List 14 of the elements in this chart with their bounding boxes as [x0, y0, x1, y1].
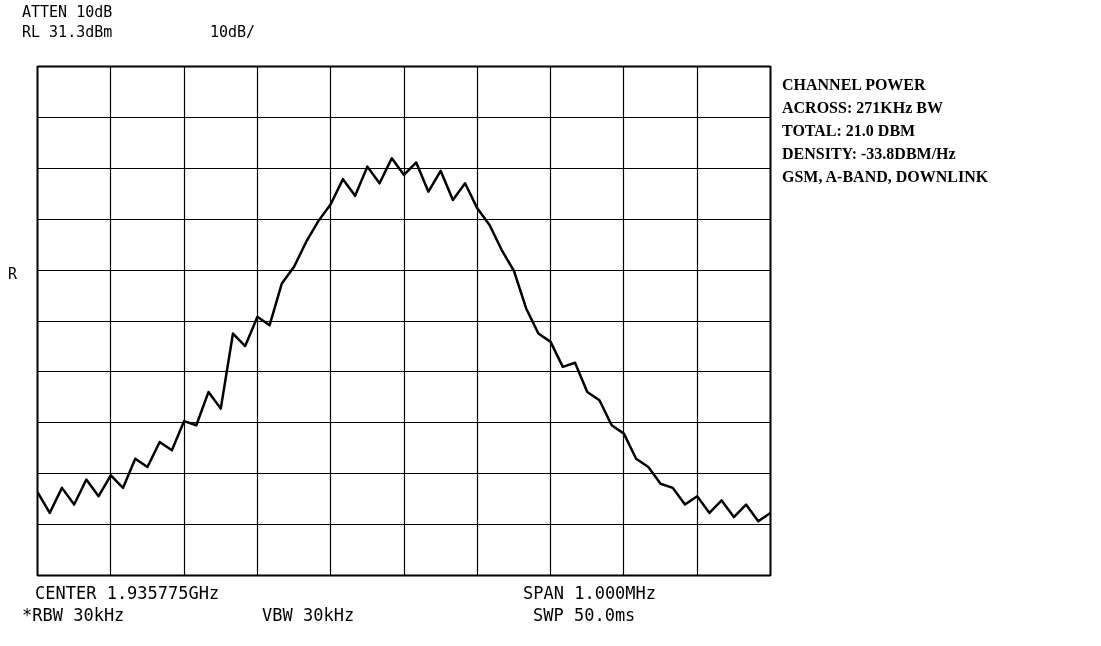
text: RL 31.3dBm [22, 22, 113, 43]
text: VBW 30kHz [262, 604, 355, 627]
text: GSM, A-BAND, DOWNLINK [782, 167, 989, 187]
text: *RBW 30kHz [22, 604, 125, 627]
text: ACROSS: 271KHz BW [782, 98, 943, 118]
text: CHANNEL POWER [782, 75, 926, 95]
text: R [8, 264, 18, 285]
text: 10dB/ [210, 22, 256, 43]
text: TOTAL: 21.0 DBM [782, 121, 916, 141]
text: SPAN 1.000MHz [523, 582, 657, 605]
text: ATTEN 10dB [22, 2, 113, 23]
text: CENTER 1.935775GHz [35, 582, 220, 605]
text: DENSITY: -33.8DBM/Hz [782, 144, 956, 164]
text: SWP 50.0ms [533, 604, 636, 627]
